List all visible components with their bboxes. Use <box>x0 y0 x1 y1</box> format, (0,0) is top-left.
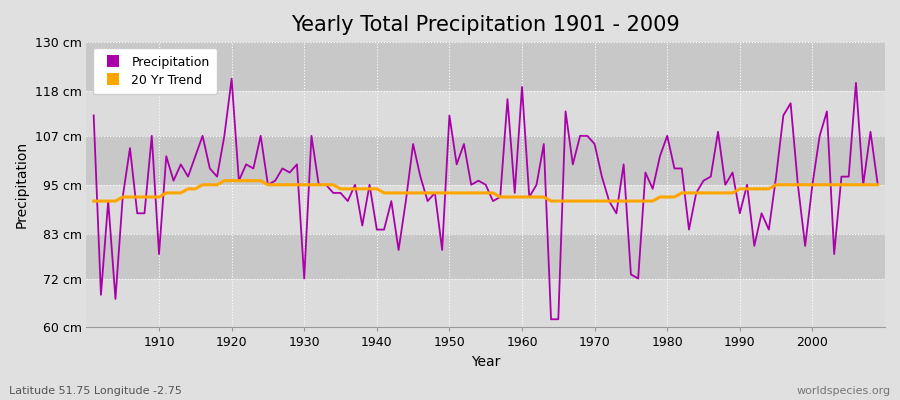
Bar <box>86 234 885 278</box>
Y-axis label: Precipitation: Precipitation <box>15 141 29 228</box>
Bar <box>86 278 885 328</box>
Bar <box>86 136 885 185</box>
X-axis label: Year: Year <box>471 355 500 369</box>
Bar <box>86 91 885 136</box>
Bar <box>86 42 885 91</box>
Text: worldspecies.org: worldspecies.org <box>796 386 891 396</box>
Text: Latitude 51.75 Longitude -2.75: Latitude 51.75 Longitude -2.75 <box>9 386 182 396</box>
Title: Yearly Total Precipitation 1901 - 2009: Yearly Total Precipitation 1901 - 2009 <box>292 15 680 35</box>
Legend: Precipitation, 20 Yr Trend: Precipitation, 20 Yr Trend <box>93 48 217 94</box>
Bar <box>86 185 885 234</box>
